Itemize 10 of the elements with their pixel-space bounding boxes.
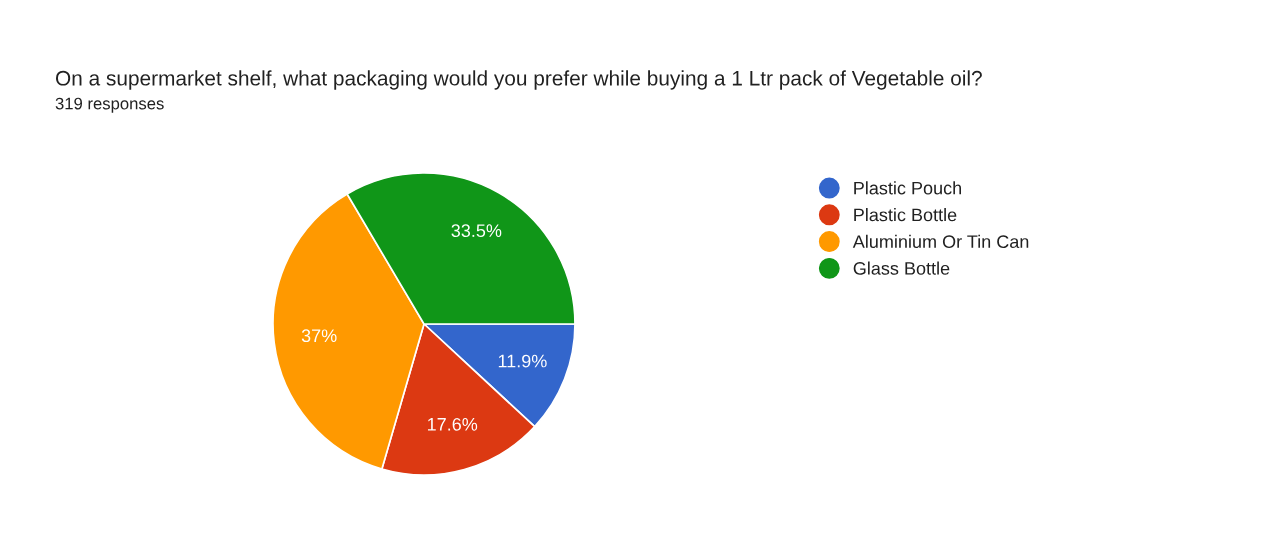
- legend-label: Plastic Pouch: [854, 181, 961, 195]
- data-label: 11.9%: [498, 354, 547, 368]
- legend-label: Glass Bottle: [853, 261, 950, 275]
- legend-label: Plastic Bottle: [854, 208, 957, 222]
- data-label: 37%: [301, 329, 337, 343]
- data-label: 33.5%: [451, 224, 502, 238]
- chart-title: On a supermarket shelf, what packaging would you prefer while buying a 1 Ltr pack of Vegetable oil?: [55, 70, 982, 90]
- data-label: 17.6%: [427, 417, 478, 431]
- legend-label: Aluminium Or Tin Can: [852, 234, 1029, 249]
- text: 319 responses: [55, 97, 164, 113]
